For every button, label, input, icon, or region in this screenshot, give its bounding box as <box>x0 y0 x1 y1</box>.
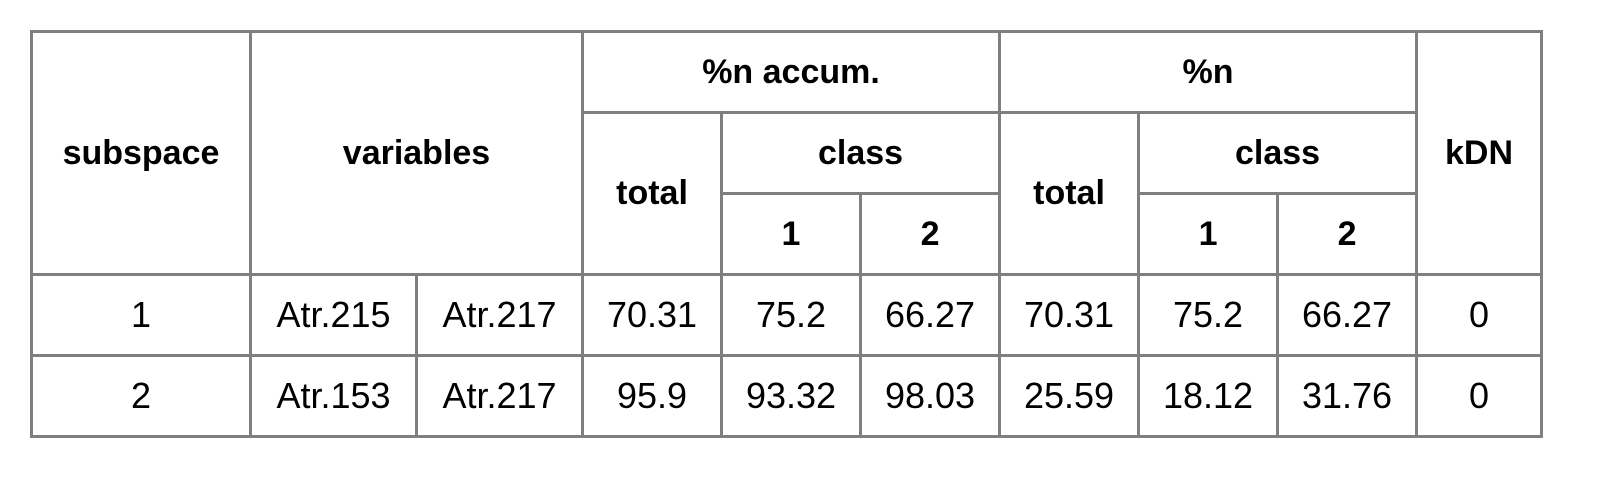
table-row: 1 Atr.215 Atr.217 70.31 75.2 66.27 70.31… <box>30 273 1544 357</box>
cell-subspace: 1 <box>30 273 252 357</box>
header-accum-class-1: 1 <box>720 192 863 276</box>
cell-accum-class-2: 98.03 <box>859 354 1002 438</box>
cell-accum-class-1: 75.2 <box>720 273 863 357</box>
header-n-class-2: 2 <box>1276 192 1419 276</box>
header-row-3: 1 2 1 2 <box>32 192 1542 276</box>
cell-n-class-2: 66.27 <box>1276 273 1419 357</box>
cell-n-total: 70.31 <box>998 273 1141 357</box>
header-accum-group: %n accum. <box>581 30 1002 114</box>
cell-variable-a: Atr.153 <box>249 354 418 438</box>
header-variables: variables <box>248 30 585 276</box>
header-kdn: kDN <box>1415 30 1544 276</box>
cell-variable-a: Atr.215 <box>249 273 418 357</box>
cell-variable-b: Atr.217 <box>414 273 585 357</box>
header-subspace: subspace <box>30 30 252 276</box>
header-n-group: %n <box>998 30 1419 114</box>
cell-accum-class-2: 66.27 <box>859 273 1002 357</box>
cell-accum-total: 95.9 <box>581 354 724 438</box>
cell-n-total: 25.59 <box>998 354 1141 438</box>
header-n-class: class <box>1137 111 1419 195</box>
table-body: 1 Atr.215 Atr.217 70.31 75.2 66.27 70.31… <box>30 273 1544 438</box>
cell-kdn: 0 <box>1415 354 1544 438</box>
cell-subspace: 2 <box>30 354 252 438</box>
header-accum-total: total <box>581 111 724 276</box>
cell-kdn: 0 <box>1415 273 1544 357</box>
header-row-1: subspace variables %n accum. %n kDN <box>30 30 1544 276</box>
cell-accum-total: 70.31 <box>581 273 724 357</box>
header-row-2: total class total class <box>32 111 1542 276</box>
cell-variable-b: Atr.217 <box>414 354 585 438</box>
table-row: 2 Atr.153 Atr.217 95.9 93.32 98.03 25.59… <box>30 354 1544 438</box>
header-n-total: total <box>998 111 1141 276</box>
cell-n-class-1: 75.2 <box>1137 273 1280 357</box>
header-n-class-1: 1 <box>1137 192 1280 276</box>
cell-n-class-1: 18.12 <box>1137 354 1280 438</box>
cell-n-class-2: 31.76 <box>1276 354 1419 438</box>
cell-accum-class-1: 93.32 <box>720 354 863 438</box>
header-accum-class-2: 2 <box>859 192 1002 276</box>
results-table: subspace variables %n accum. %n kDN tota… <box>30 30 1544 438</box>
header-accum-class: class <box>720 111 1002 195</box>
table-header: subspace variables %n accum. %n kDN tota… <box>30 30 1544 276</box>
